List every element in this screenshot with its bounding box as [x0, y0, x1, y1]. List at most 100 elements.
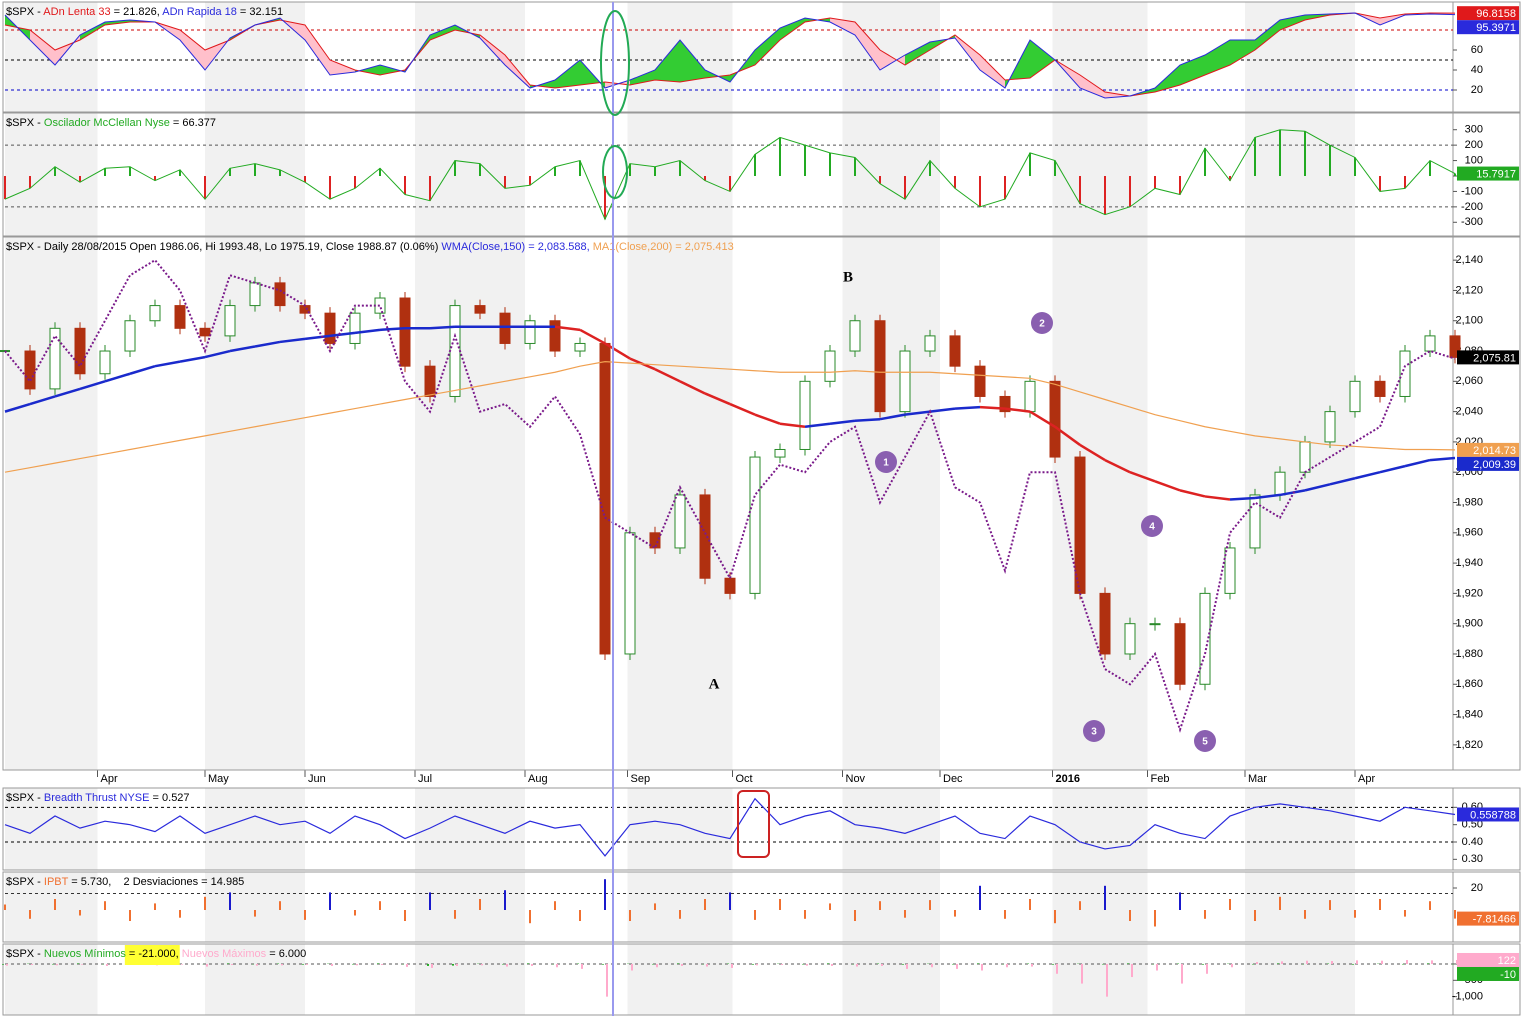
- header-part: $SPX -: [6, 792, 44, 804]
- month-shade: [5, 944, 98, 1015]
- x-tick-label: Oct: [736, 773, 753, 785]
- line: [4, 12, 1456, 99]
- candle: [1049, 380, 1061, 458]
- line-segment: [1004, 407, 1031, 413]
- line-segment: [154, 360, 181, 368]
- candle: [224, 305, 236, 337]
- y-tick-label: 60: [1471, 44, 1483, 56]
- line-segment: [704, 392, 731, 406]
- outline: [4, 129, 1456, 221]
- overlay-layer: A B 1 2 3 4 5: [600, 2, 1216, 1016]
- candle: [924, 335, 936, 352]
- candle: [399, 297, 411, 367]
- header-part: = 6.000: [266, 948, 306, 960]
- x-tick-label: Aug: [528, 773, 548, 785]
- band-fill: [30, 30, 55, 65]
- header-part: = 21.826,: [111, 6, 163, 18]
- line-segment: [179, 355, 206, 363]
- candle: [149, 305, 161, 322]
- value-label-box: [1457, 952, 1519, 967]
- y-tick-label: 1,980: [1455, 496, 1483, 508]
- band-fill: [430, 25, 455, 40]
- value-label: 2,014.73: [1473, 445, 1516, 457]
- header-part: Oscilador McClellan Nyse: [44, 117, 170, 129]
- candle: [374, 297, 386, 314]
- y-tick-label: 1,820: [1455, 739, 1483, 751]
- month-shade: [1245, 237, 1355, 770]
- y-tick-label: 200: [1465, 139, 1483, 151]
- candle: [674, 494, 686, 549]
- header-part: $SPX -: [6, 6, 43, 18]
- value-label-box: [1457, 20, 1519, 35]
- panel-frame: [2, 787, 1521, 871]
- annotation: A: [709, 676, 720, 692]
- candle: [1449, 335, 1461, 358]
- month-shade: [415, 872, 525, 942]
- candle: [949, 335, 961, 367]
- band-fill: [1030, 40, 1055, 78]
- line-segment: [1329, 477, 1356, 486]
- band-fill: [80, 22, 105, 40]
- header-highlight: [124, 945, 180, 965]
- y-tick-label: -100: [1461, 185, 1483, 197]
- y-tick-label: 1,840: [1455, 708, 1483, 720]
- month-shade: [1245, 113, 1355, 236]
- line-segment: [279, 337, 306, 344]
- y-tick-label: 1,880: [1455, 648, 1483, 660]
- month-shade: [415, 2, 525, 112]
- candle: [324, 312, 336, 344]
- month-shade: [1052, 944, 1148, 1015]
- header-part: = 32.151: [237, 6, 283, 18]
- month-shade: [1052, 113, 1148, 236]
- line-segment: [429, 325, 456, 330]
- month-shade: [842, 872, 940, 942]
- annotation-marker: [875, 451, 897, 473]
- line: [4, 12, 1456, 97]
- header-value: 14.985: [211, 876, 245, 888]
- line-segment: [79, 380, 106, 391]
- panel-frame: [2, 1, 1521, 113]
- value-label: 2,009.39: [1473, 459, 1516, 471]
- line-segment: [1279, 489, 1306, 497]
- background-layer: [5, 2, 1355, 1015]
- line-segment: [1354, 470, 1381, 480]
- x-tick-label: Apr: [101, 773, 118, 785]
- month-shade: [842, 788, 940, 870]
- band-fill: [1080, 75, 1105, 98]
- y-tick-label: 0.50: [1462, 819, 1483, 831]
- band-fill: [905, 42, 930, 65]
- candle: [1174, 623, 1186, 685]
- x-tick-label: Feb: [1151, 773, 1170, 785]
- header-part: = 66.377: [170, 117, 216, 129]
- value-label-box: [1457, 911, 1519, 926]
- y-tick-label: 100: [1465, 154, 1483, 166]
- y-tick-label: 300: [1465, 124, 1483, 136]
- candle: [424, 365, 436, 397]
- candle: [249, 282, 261, 307]
- line-segment: [1429, 456, 1456, 462]
- line-segment: [904, 410, 931, 416]
- month-shade: [1052, 237, 1148, 770]
- line-segment: [254, 340, 281, 348]
- annotation-marker: [1194, 730, 1216, 752]
- header-part: MA1(Close,200) = 2,075.413: [593, 241, 734, 253]
- candle: [274, 282, 286, 307]
- band-fill: [680, 40, 705, 82]
- panel-header: $SPX - Oscilador McClellan Nyse = 66.377: [6, 117, 216, 129]
- annotation-marker: [1031, 312, 1053, 334]
- value-label-box: [1457, 350, 1519, 365]
- candle: [699, 494, 711, 579]
- y-tick-label: -300: [1461, 216, 1483, 228]
- y-tick-label: -1,000: [1452, 991, 1483, 1003]
- candle: [1024, 380, 1036, 413]
- candle: [749, 456, 761, 594]
- value-label-box: [1457, 456, 1519, 471]
- line-segment: [1204, 495, 1231, 501]
- line-segment: [679, 380, 706, 395]
- line-segment: [979, 405, 1006, 410]
- candle: [1399, 350, 1411, 397]
- x-tick-label: Jun: [308, 773, 326, 785]
- candle: [99, 350, 111, 375]
- panel-header: $SPX - Breadth Thrust NYSE = 0.527: [6, 792, 190, 804]
- line-segment: [304, 334, 331, 341]
